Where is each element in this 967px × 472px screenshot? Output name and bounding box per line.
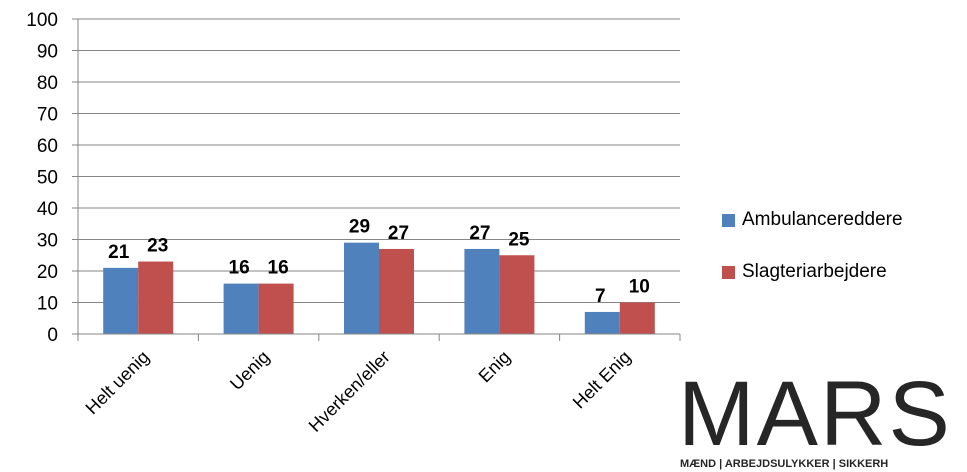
x-category-label: Hverken/eller [305,347,394,436]
y-axis-ticks: 0 10 20 30 40 50 60 70 80 90 100 [26,10,58,346]
data-label: 23 [147,236,168,257]
data-label: 10 [629,277,650,298]
y-tick-label: 100 [26,10,58,31]
data-label: 16 [229,258,250,279]
x-axis [77,19,681,341]
data-label: 25 [508,229,530,250]
bar-1-helt-enig [584,311,620,334]
bar-2-helt-uenig [138,261,174,334]
mars-logo: MARS MÆND | ARBEJDSULYKKER | SIKKERH [672,368,967,472]
bar-2-hverken-eller [379,248,414,334]
bar-1-hverken-eller [344,242,379,334]
y-tick-label: 20 [37,262,58,283]
bar-2-uenig [258,283,294,334]
bar-2-enig [499,255,535,334]
data-label: 21 [108,242,130,263]
logo-wordmark: MARS [678,368,952,465]
data-label: 27 [388,223,409,244]
data-label: 29 [349,217,370,238]
legend-label-series-2: Slagteriarbejdere [742,261,887,282]
data-label: 27 [469,223,490,244]
y-tick-label: 30 [37,231,58,252]
bars [103,242,655,334]
x-category-label: Uenig [226,347,273,394]
category-labels: Helt uenig Uenig Hverken/eller Enig Helt Eni… [82,347,635,436]
data-label: 16 [268,258,289,279]
y-tick-label: 90 [37,42,58,63]
y-tick-label: 50 [37,168,58,189]
legend-swatch-series-2 [722,265,735,279]
x-category-label: Helt uenig [82,347,153,418]
x-category-label: Enig [475,347,515,387]
legend-item-series-2: Slagteriarbejdere [722,258,903,286]
y-tick-label: 10 [37,294,58,315]
bar-1-enig [464,248,500,334]
gridlines [72,18,680,335]
legend-item-series-1: Ambulancereddere [722,206,903,234]
legend: Ambulancereddere Slagteriarbejdere [722,206,903,310]
y-tick-label: 80 [37,73,58,94]
data-labels: 21 16 29 27 7 23 16 27 25 10 [108,217,650,307]
legend-swatch-series-1 [722,213,735,227]
logo-tagline: MÆND | ARBEJDSULYKKER | SIKKERH [680,458,889,470]
data-label: 7 [595,286,606,307]
bar-1-uenig [223,283,259,334]
x-category-label: Helt Enig [569,347,635,413]
legend-label-series-1: Ambulancereddere [742,209,903,230]
y-tick-label: 60 [37,136,58,157]
bar-1-helt-uenig [103,267,139,334]
y-tick-label: 0 [47,325,58,346]
bar-2-helt-enig [619,302,655,334]
y-tick-label: 40 [37,199,58,220]
y-tick-label: 70 [37,105,58,126]
